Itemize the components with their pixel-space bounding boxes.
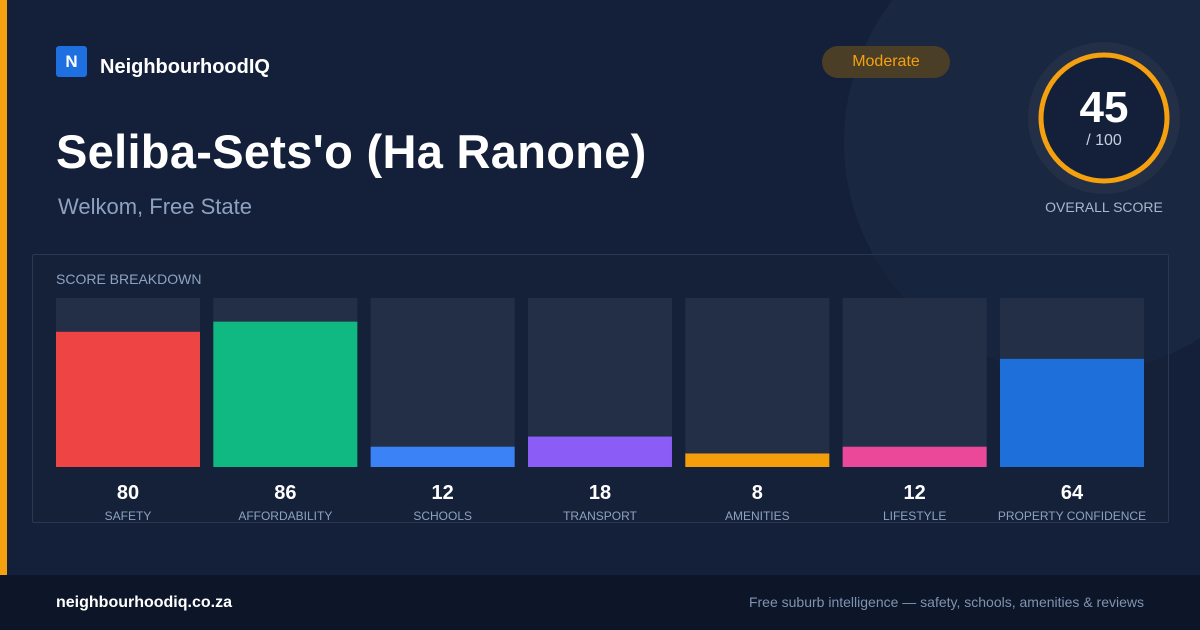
bar-value-label: 8 bbox=[752, 482, 763, 504]
overall-score-ring bbox=[1028, 42, 1180, 194]
bar bbox=[56, 331, 200, 467]
bar bbox=[527, 436, 672, 467]
bar-track bbox=[685, 298, 830, 467]
bar-category-label: AMENITIES bbox=[725, 509, 790, 523]
left-accent-bar bbox=[0, 0, 7, 575]
panel-title: SCORE BREAKDOWN bbox=[56, 271, 202, 287]
bar bbox=[999, 358, 1144, 467]
bar-category-label: LIFESTYLE bbox=[883, 509, 946, 523]
bar-value-label: 12 bbox=[432, 482, 454, 504]
bar bbox=[842, 446, 987, 467]
score-ring-stroke bbox=[1038, 52, 1170, 184]
brand-name: NeighbourhoodIQ bbox=[100, 56, 270, 78]
overall-score-value: 45 bbox=[1079, 83, 1129, 132]
bar-category-label: SAFETY bbox=[105, 509, 152, 523]
suburb-title: Seliba-Sets'o (Ha Ranone) bbox=[56, 125, 647, 178]
bar-value-label: 12 bbox=[904, 482, 926, 504]
bar-track bbox=[842, 298, 987, 467]
overall-score-max: / 100 bbox=[1086, 132, 1122, 149]
bar-track bbox=[370, 298, 515, 467]
suburb-location: Welkom, Free State bbox=[58, 194, 252, 219]
footer-tagline: Free suburb intelligence — safety, schoo… bbox=[748, 594, 1144, 610]
footer bbox=[0, 575, 1200, 630]
overall-score-caption: OVERALL SCORE bbox=[1045, 199, 1163, 215]
bar-category-label: SCHOOLS bbox=[413, 509, 472, 523]
score-breakdown-chart: 80 SAFETY 86 AFFORDABILITY 12 SCHOOLS 18 TRANSP… bbox=[56, 298, 1146, 523]
logo-icon: N bbox=[56, 46, 87, 77]
bar bbox=[213, 321, 358, 467]
bar-category-label: TRANSPORT bbox=[563, 509, 637, 523]
bar-category-label: PROPERTY CONFIDENCE bbox=[998, 509, 1146, 523]
bar-value-label: 86 bbox=[274, 482, 296, 504]
footer-url[interactable]: neighbourhoodiq.co.za bbox=[56, 594, 232, 611]
bar-category-label: AFFORDABILITY bbox=[238, 509, 332, 523]
bar-value-label: 80 bbox=[117, 482, 139, 504]
bar bbox=[685, 453, 830, 467]
bar-value-label: 64 bbox=[1061, 482, 1084, 504]
rating-badge: Moderate bbox=[822, 46, 950, 78]
bar bbox=[370, 446, 515, 467]
bar-value-label: 18 bbox=[589, 482, 611, 504]
